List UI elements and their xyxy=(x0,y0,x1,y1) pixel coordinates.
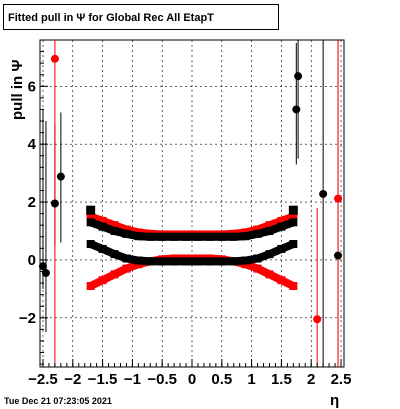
band-lower-top-segment xyxy=(280,218,295,231)
band-upper-bottom-segment xyxy=(267,270,284,284)
circle-marker xyxy=(334,194,343,203)
band-upper-top-segment xyxy=(280,212,295,225)
y-tick-label: 2 xyxy=(28,194,36,211)
band-lower-bottom-segment xyxy=(113,250,128,263)
band-upper-bottom-segment xyxy=(125,260,140,273)
circle-marker xyxy=(38,262,47,271)
tick-labels: −2.5 −2 −1.5 −1 −0.5 0 0.5 1 1.5 2 2.5 −2 0 2 4 6 xyxy=(19,78,352,388)
band-group xyxy=(86,212,298,290)
band-lower-bottom-segment xyxy=(256,250,271,263)
band-lower-top-segment xyxy=(244,229,259,241)
circle-marker xyxy=(334,251,343,260)
x-axis-label: η xyxy=(330,392,340,409)
y-tick-label: 6 xyxy=(28,78,36,95)
band-upper-bottom-segment xyxy=(112,265,129,278)
timestamp: Tue Dec 21 07:23:05 2021 xyxy=(4,396,112,406)
band-lower-top-segment xyxy=(268,222,283,235)
band-lower-top-segment xyxy=(233,232,246,241)
band-lower-bottom-segment xyxy=(267,245,284,258)
y-axis-label: pull in Ψ xyxy=(9,59,26,120)
x-tick-label: 2 xyxy=(307,371,315,388)
band-lower-top-segment xyxy=(138,232,151,241)
band-upper-top-segment xyxy=(89,212,104,225)
band-lower-bottom-segment xyxy=(89,240,105,253)
band-upper-top-segment xyxy=(101,217,116,229)
square-marker xyxy=(86,205,96,215)
y-tick-label: −2 xyxy=(19,310,36,327)
band-upper-top-segment xyxy=(268,217,283,229)
band-lower-bottom-segment xyxy=(244,254,259,265)
band-upper-top-segment xyxy=(113,221,128,234)
band-upper-bottom-segment xyxy=(255,265,272,278)
axis-ticks xyxy=(40,51,342,367)
square-marker xyxy=(288,205,298,215)
x-tick-label: −2.5 xyxy=(28,371,58,388)
circle-marker xyxy=(41,268,50,277)
band-lower-bottom-segment xyxy=(125,254,140,265)
circle-marker xyxy=(313,315,322,324)
circle-marker xyxy=(50,199,59,208)
data-markers xyxy=(38,54,343,324)
x-tick-label: 1.5 xyxy=(271,371,292,388)
x-tick-label: −2 xyxy=(64,371,81,388)
x-tick-label: 2.5 xyxy=(331,371,352,388)
x-tick-label: −1.5 xyxy=(88,371,118,388)
band-lower-top-segment xyxy=(113,227,128,238)
error-bars xyxy=(42,40,339,367)
chart-title: Fitted pull in Ψ for Global Rec All Etap… xyxy=(3,4,279,30)
x-tick-label: 0.5 xyxy=(211,371,232,388)
band-lower-bottom-segment xyxy=(279,240,295,253)
band-lower-top-segment xyxy=(101,222,116,235)
band-upper-bottom-segment xyxy=(279,276,296,290)
band-lower-top-segment xyxy=(89,218,104,231)
band-lower-top-segment xyxy=(125,229,140,241)
x-tick-label: 1 xyxy=(247,371,255,388)
band-upper-bottom-segment xyxy=(244,260,259,273)
y-tick-label: 0 xyxy=(28,252,36,269)
circle-marker xyxy=(56,172,65,181)
x-tick-label: −1 xyxy=(124,371,141,388)
circle-marker xyxy=(319,189,328,198)
x-tick-label: 0 xyxy=(188,371,196,388)
band-lower-bottom-segment xyxy=(100,245,117,258)
band-lower-bottom-segment xyxy=(233,256,246,266)
y-tick-label: 4 xyxy=(28,136,37,153)
band-upper-top-segment xyxy=(256,221,271,234)
band-upper-bottom-segment xyxy=(100,270,117,284)
band-upper-bottom-segment xyxy=(88,276,105,290)
circle-marker xyxy=(50,54,59,63)
circle-marker xyxy=(294,72,303,81)
circle-marker xyxy=(292,105,301,114)
band-lower-bottom-segment xyxy=(138,256,151,266)
x-tick-label: −0.5 xyxy=(147,371,177,388)
band-lower-top-segment xyxy=(256,227,271,238)
